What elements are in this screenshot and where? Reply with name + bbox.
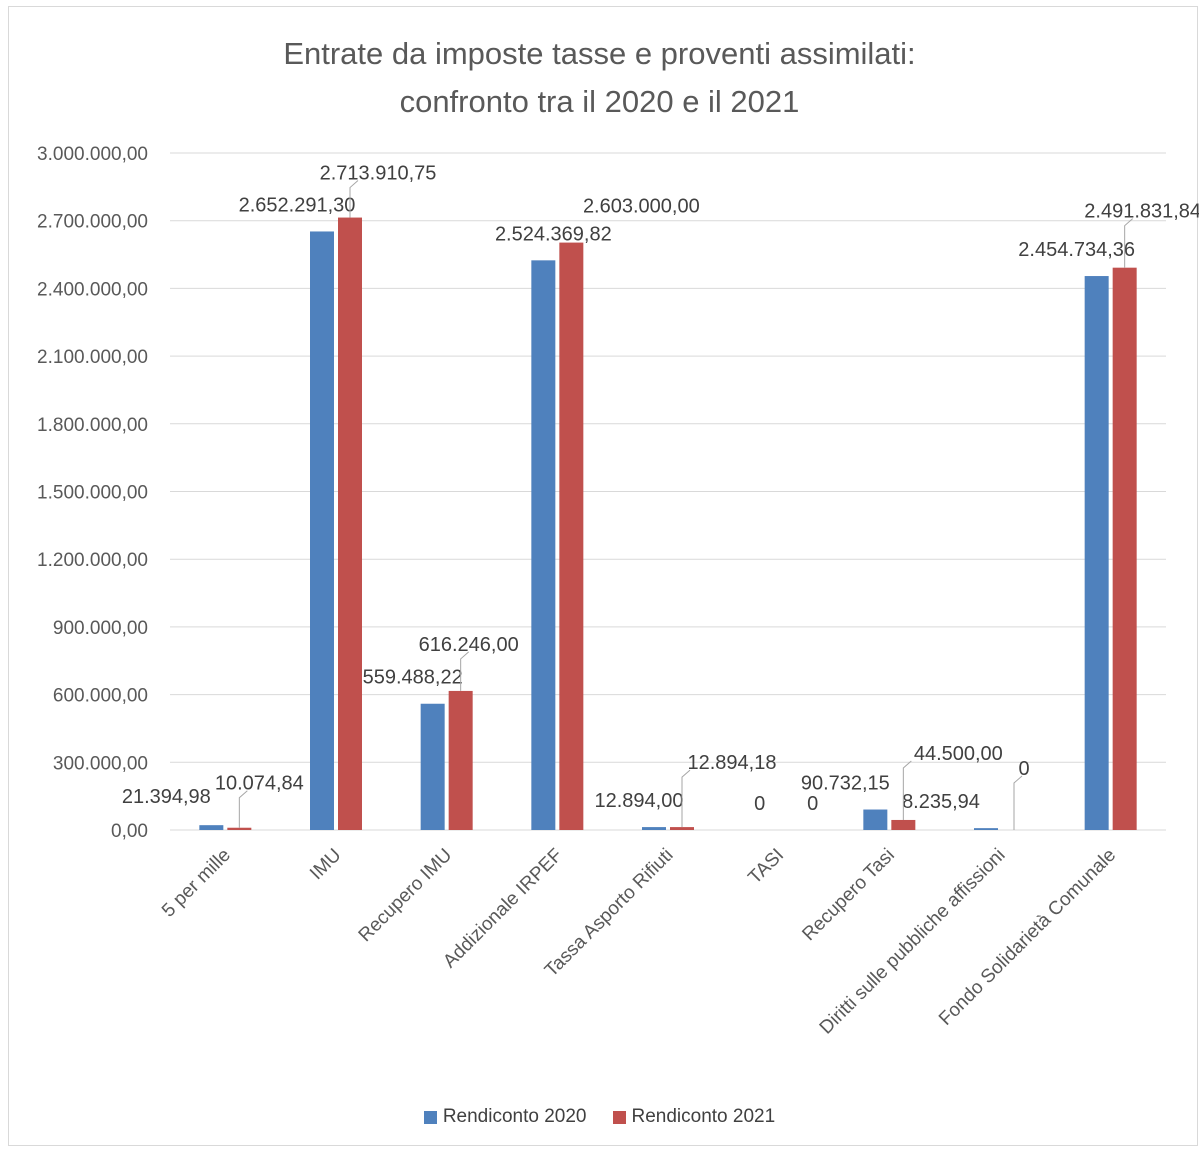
x-tick-label: Diritti sulle pubbliche affissioni [816, 845, 1010, 1039]
data-label-2020: 8.235,94 [902, 791, 980, 813]
legend-item-2020: Rendiconto 2020 [423, 1106, 587, 1128]
x-tick-label: Addizionale IRPEF [439, 845, 567, 973]
legend-item-2021: Rendiconto 2021 [612, 1106, 776, 1128]
bar-2021 [227, 827, 252, 830]
bar-2021 [891, 819, 916, 830]
legend-label-2020: Rendiconto 2020 [442, 1106, 587, 1127]
x-tick-label: TASI [744, 845, 788, 889]
leader-line [460, 651, 469, 691]
leader-line [349, 180, 359, 218]
x-tick-label: 5 per mille [158, 845, 235, 922]
y-tick-label: 2.100.000,00 [37, 347, 148, 368]
bar-2020 [310, 231, 334, 831]
legend-swatch-2020 [423, 1110, 437, 1124]
x-tick-label: Recupero IMU [355, 845, 456, 946]
data-label-2021: 2.713.910,75 [320, 163, 437, 185]
chart-area [8, 6, 1198, 1146]
data-label-2020: 2.652.291,30 [239, 194, 356, 216]
bar-2020 [199, 825, 224, 830]
x-tick-label: IMU [306, 845, 345, 884]
bar-2021 [448, 690, 473, 830]
data-label-2021: 0 [1018, 758, 1029, 780]
data-label-2020: 0 [754, 793, 765, 815]
y-tick-label: 3.000.000,00 [37, 144, 148, 165]
y-tick-label: 1.200.000,00 [37, 550, 148, 571]
y-tick-label: 900.000,00 [53, 618, 148, 639]
y-tick-label: 0,00 [111, 821, 148, 842]
x-tick-label: Recupero Tasi [798, 845, 898, 945]
leader-line [1013, 775, 1023, 830]
bar-2021 [1112, 267, 1137, 830]
legend: Rendiconto 2020 Rendiconto 2021 [0, 1106, 1199, 1128]
data-label-2020: 21.394,98 [122, 786, 211, 808]
y-tick-label: 2.400.000,00 [37, 279, 148, 300]
data-label-2020: 2.454.734,36 [1018, 239, 1135, 261]
leader-line [238, 790, 248, 828]
data-label-2021: 2.603.000,00 [583, 196, 700, 218]
x-tick-label: Tassa Asporto Rifiuti [541, 845, 678, 982]
data-label-2021: 616.246,00 [419, 634, 519, 656]
bar-2021 [338, 217, 362, 831]
data-label-2021: 0 [807, 793, 818, 815]
bar-2020 [642, 827, 666, 830]
bar-2021 [559, 242, 584, 830]
data-label-2020: 559.488,22 [363, 667, 463, 689]
data-label-2020: 12.894,00 [595, 790, 684, 812]
data-label-2020: 2.524.369,82 [495, 223, 612, 245]
leader-line [681, 769, 691, 828]
bar-2020 [863, 809, 888, 830]
legend-swatch-2021 [612, 1110, 626, 1124]
y-tick-label: 600.000,00 [53, 686, 148, 707]
bar-2020 [974, 828, 998, 830]
bar-2020 [531, 260, 556, 830]
data-label-2021: 44.500,00 [914, 743, 1003, 765]
y-tick-label: 300.000,00 [53, 753, 148, 774]
y-tick-label: 1.800.000,00 [37, 415, 148, 436]
bar-2021 [670, 827, 694, 830]
data-label-2021: 10.074,84 [215, 773, 304, 795]
chart-title: Entrate da imposte tasse e proventi assi… [283, 36, 916, 71]
y-tick-label: 1.500.000,00 [37, 483, 148, 504]
data-label-2020: 90.732,15 [801, 773, 890, 795]
leader-line [1124, 218, 1133, 268]
data-label-2021: 12.894,18 [688, 752, 777, 774]
leader-line [902, 760, 912, 820]
bar-2020 [1084, 276, 1109, 830]
chart-subtitle: confronto tra il 2020 e il 2021 [399, 84, 800, 119]
y-tick-label: 2.700.000,00 [37, 212, 148, 233]
data-label-2021: 2.491.831,84 [1084, 201, 1199, 223]
bar-2020 [420, 703, 445, 830]
legend-label-2021: Rendiconto 2021 [631, 1106, 776, 1127]
x-tick-label: Fondo Solidarietà Comunale [935, 845, 1120, 1030]
